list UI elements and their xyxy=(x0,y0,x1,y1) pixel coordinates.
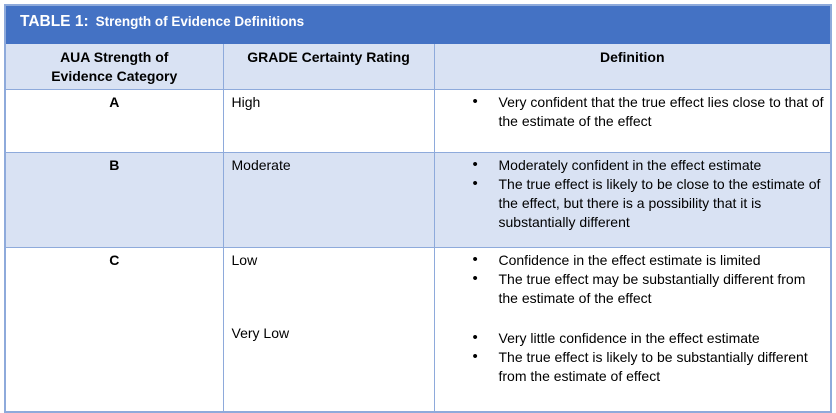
column-header-definition: Definition xyxy=(433,42,832,90)
category-cell: A xyxy=(4,88,224,153)
table-row-b: B Moderate Moderately confident in the e… xyxy=(4,151,832,248)
table-header-row: AUA Strength of Evidence Category GRADE … xyxy=(4,42,832,90)
definition-bullet: The true effect is likely to be close to… xyxy=(473,174,825,232)
definition-bullet: Moderately confident in the effect estim… xyxy=(473,155,825,175)
column-header-grade-rating: GRADE Certainty Rating xyxy=(222,42,435,90)
definition-cell: Confidence in the effect estimate is lim… xyxy=(433,246,832,413)
definition-bullet-list: Confidence in the effect estimate is lim… xyxy=(435,250,825,308)
grade-cell: Moderate xyxy=(222,151,435,248)
table-title: TABLE 1: Strength of Evidence Definitions xyxy=(4,4,832,44)
definition-bullet-list: Very little confidence in the effect est… xyxy=(435,328,825,386)
definition-bullet: Very confident that the true effect lies… xyxy=(473,92,825,131)
grade-cell: Low Very Low xyxy=(222,246,435,413)
definition-cell: Moderately confident in the effect estim… xyxy=(433,151,832,248)
definition-bullet: The true effect is likely to be substant… xyxy=(473,347,825,386)
table-title-prefix: TABLE 1: xyxy=(20,13,89,30)
definition-cell: Very confident that the true effect lies… xyxy=(433,88,832,153)
table-row-a: A High Very confident that the true effe… xyxy=(4,88,832,153)
definition-bullet-list: Very confident that the true effect lies… xyxy=(435,92,825,131)
table-title-text: Strength of Evidence Definitions xyxy=(95,14,305,29)
table-row-c: C Low Very Low Confidence in the effect … xyxy=(4,246,832,413)
definition-bullet-list: Moderately confident in the effect estim… xyxy=(435,155,825,232)
table-title-row: TABLE 1: Strength of Evidence Definitions xyxy=(4,4,832,44)
definition-bullet: Very little confidence in the effect est… xyxy=(473,328,825,348)
category-cell: B xyxy=(4,151,224,248)
column-header-aua-category: AUA Strength of Evidence Category xyxy=(4,42,224,90)
grade-label: Moderate xyxy=(231,156,291,173)
grade-label: Very Low xyxy=(231,324,290,341)
definition-bullet: The true effect may be substantially dif… xyxy=(473,269,825,308)
grade-label: High xyxy=(231,93,261,110)
grade-cell: High xyxy=(222,88,435,153)
definition-bullet: Confidence in the effect estimate is lim… xyxy=(473,250,825,270)
strength-of-evidence-table: TABLE 1: Strength of Evidence Definitions… xyxy=(4,4,832,413)
grade-label: Low xyxy=(231,251,258,268)
category-cell: C xyxy=(4,246,224,413)
